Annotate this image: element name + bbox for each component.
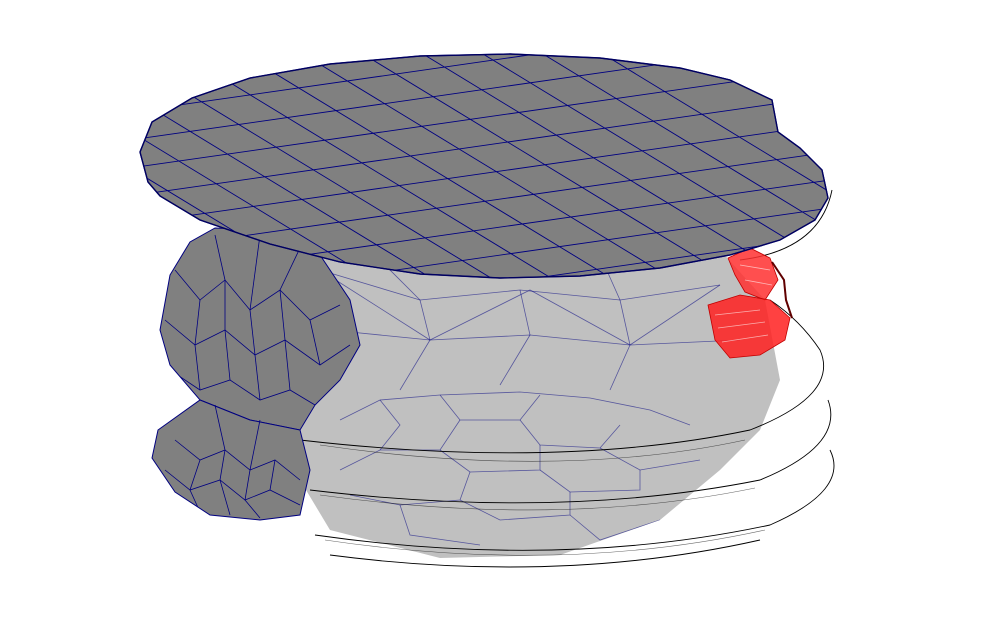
flank-mesh-lines — [164, 234, 351, 519]
thread-ridges — [299, 189, 835, 568]
thread-flanks — [151, 227, 361, 521]
body-surface — [300, 240, 780, 558]
thread-ridge-lips — [319, 439, 766, 556]
highlight-dark-edge — [771, 261, 793, 319]
highlight-edges — [714, 264, 773, 343]
highlight-cluster-upper — [727, 247, 779, 301]
threaded-body — [300, 240, 780, 558]
highlighted-elements — [707, 247, 793, 359]
cap-rim — [139, 53, 829, 279]
highlight-cluster-lower — [707, 294, 791, 359]
